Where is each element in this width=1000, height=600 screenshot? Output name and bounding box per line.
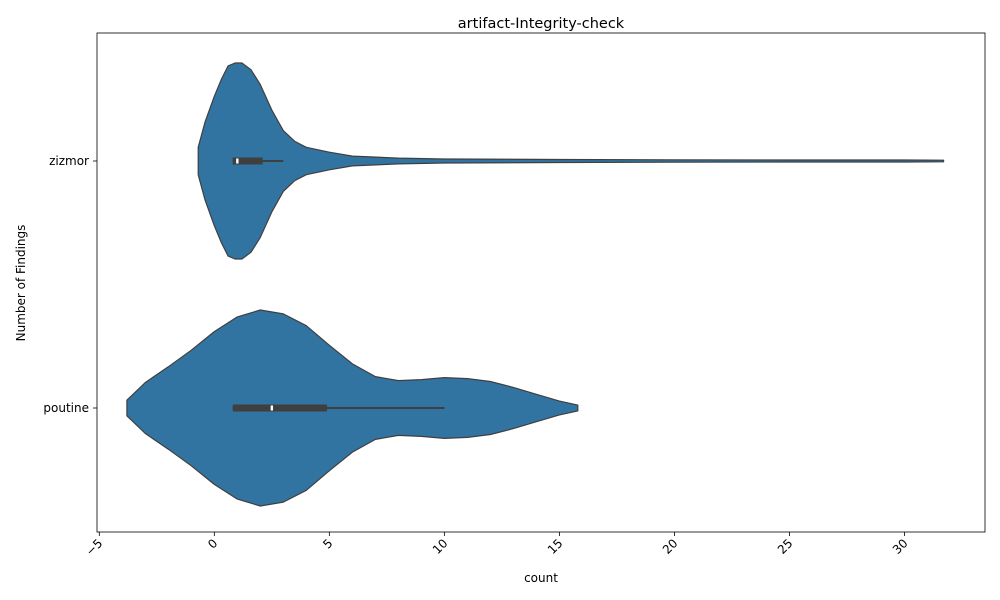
iqr-box-zizmor [232, 157, 263, 165]
y-tick-label: poutine [43, 401, 89, 415]
median-marker-poutine [270, 405, 274, 411]
violins-group [126, 62, 945, 507]
violin-zizmor [197, 62, 945, 260]
median-marker-zizmor [236, 158, 239, 164]
y-axis-label: Number of Findings [14, 225, 28, 342]
iqr-box-poutine [232, 404, 328, 412]
y-tick-label: zizmor [49, 154, 89, 168]
x-axis-label: count [524, 571, 558, 585]
y-axis-ticks: zizmor poutine [43, 154, 97, 415]
chart-title: artifact-Integrity-check [458, 16, 625, 32]
